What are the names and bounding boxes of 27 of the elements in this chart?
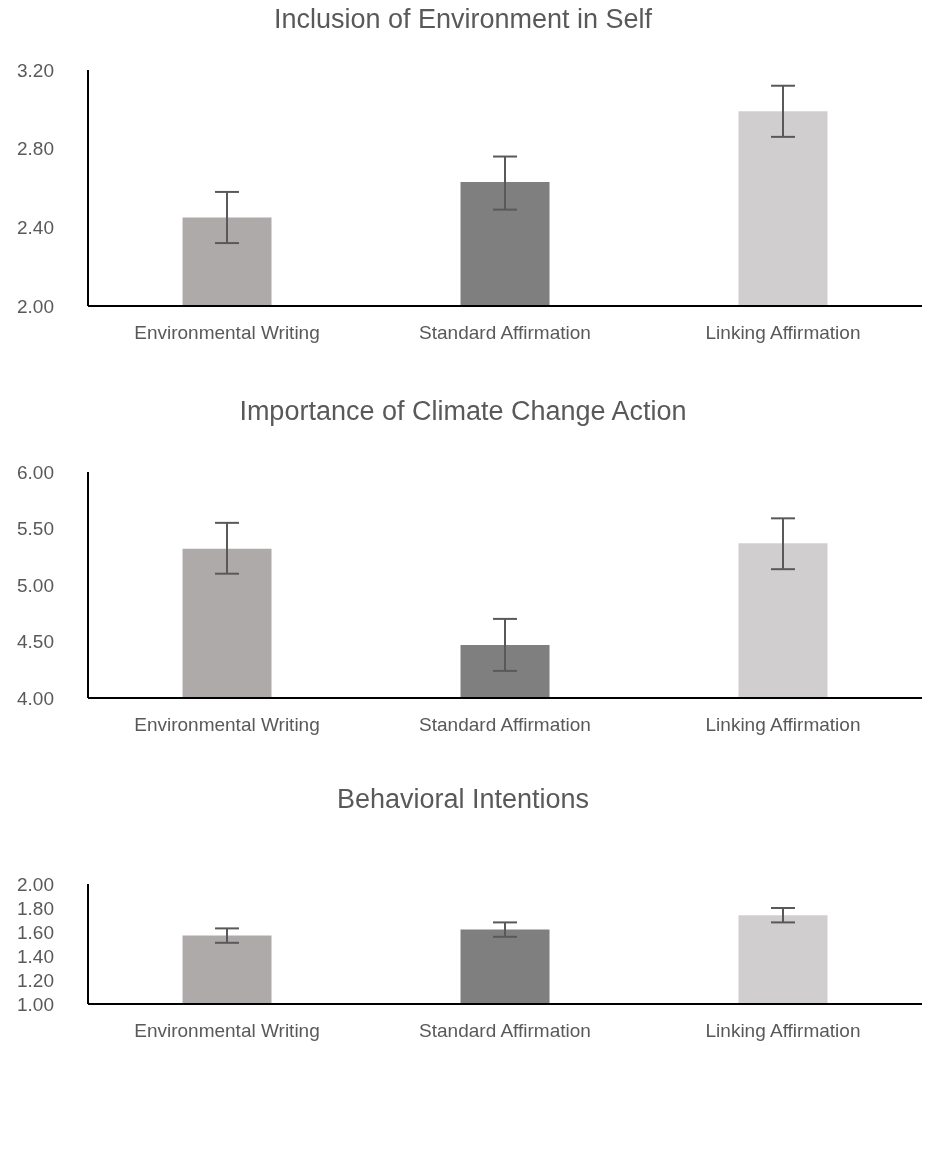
y-tick-label: 2.00: [17, 295, 54, 317]
y-tick-label: 1.40: [17, 945, 54, 967]
y-tick-label: 5.00: [17, 574, 54, 596]
x-tick-label: Standard Affirmation: [419, 714, 591, 736]
y-tick-label: 1.00: [17, 993, 54, 1015]
y-tick-label: 6.00: [17, 461, 54, 483]
x-tick-label: Linking Affirmation: [705, 714, 861, 736]
chart-title: Inclusion of Environment in Self: [272, 3, 654, 36]
chart-title: Importance of Climate Change Action: [238, 395, 688, 428]
chart-title: Behavioral Intentions: [335, 783, 591, 816]
y-tick-label: 4.50: [17, 631, 54, 653]
y-tick-label: 2.40: [17, 217, 54, 239]
x-tick-label: Linking Affirmation: [705, 1020, 861, 1042]
y-tick-label: 2.00: [17, 873, 54, 895]
x-tick-label: Environmental Writing: [134, 322, 320, 344]
y-tick-label: 5.50: [17, 518, 54, 540]
y-tick-label: 1.60: [17, 921, 54, 943]
x-tick-label: Linking Affirmation: [705, 322, 861, 344]
y-tick-label: 1.80: [17, 897, 54, 919]
y-tick-label: 3.20: [17, 59, 54, 81]
y-tick-label: 4.00: [17, 687, 54, 709]
x-tick-label: Standard Affirmation: [419, 322, 591, 344]
x-tick-label: Standard Affirmation: [419, 1020, 591, 1042]
y-tick-label: 1.20: [17, 969, 54, 991]
y-tick-label: 2.80: [17, 138, 54, 160]
x-tick-label: Environmental Writing: [134, 714, 320, 736]
x-tick-label: Environmental Writing: [134, 1020, 320, 1042]
